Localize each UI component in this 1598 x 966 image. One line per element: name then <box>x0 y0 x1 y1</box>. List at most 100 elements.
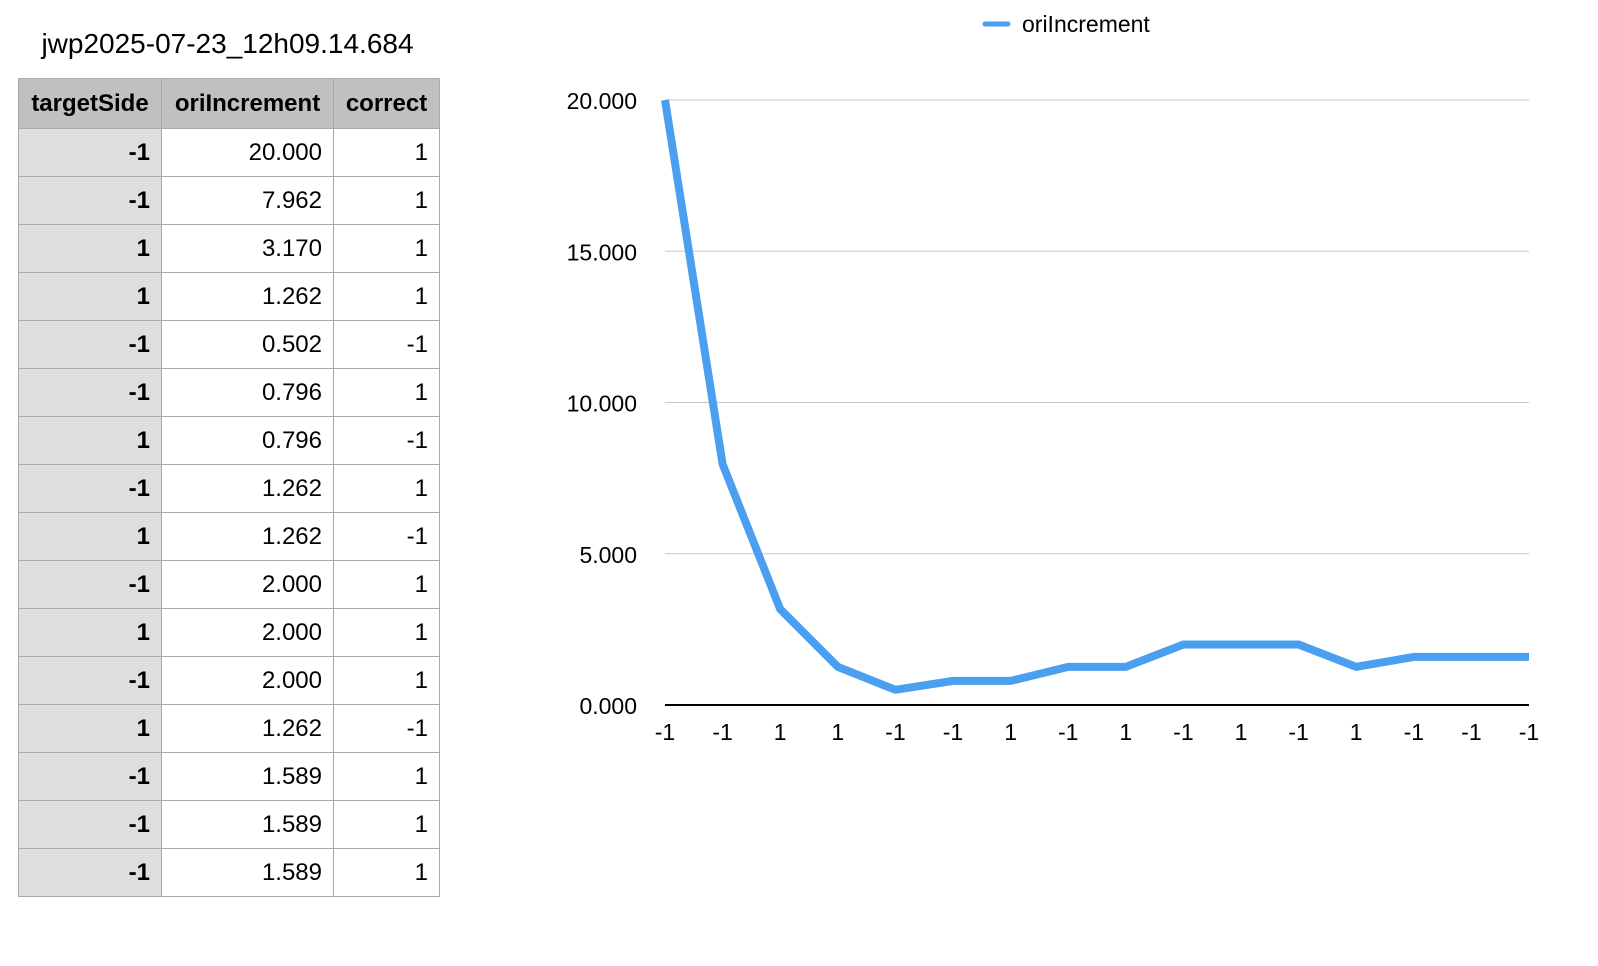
data-point[interactable] <box>891 686 899 694</box>
target-side-cell[interactable]: 1 <box>18 272 162 321</box>
y-tick-label: 0.000 <box>579 693 637 719</box>
ori-increment-cell[interactable]: 3.170 <box>161 224 334 273</box>
x-tick-label: 1 <box>774 719 787 745</box>
correct-cell[interactable]: 1 <box>333 368 440 417</box>
data-point[interactable] <box>1352 663 1360 671</box>
target-side-cell[interactable]: -1 <box>18 656 162 705</box>
table-row: 1 2.000 1 <box>18 608 440 657</box>
chart-legend[interactable]: oriIncrement <box>982 11 1150 37</box>
ori-increment-cell[interactable]: 1.589 <box>161 848 334 897</box>
correct-cell[interactable]: 1 <box>333 224 440 273</box>
ori-increment-cell[interactable]: 0.796 <box>161 368 334 417</box>
data-point[interactable] <box>1295 641 1303 649</box>
target-side-cell[interactable]: 1 <box>18 416 162 465</box>
target-side-cell[interactable]: -1 <box>18 800 162 849</box>
ori-increment-cell[interactable]: 1.262 <box>161 464 334 513</box>
x-tick-label: -1 <box>712 719 732 745</box>
target-side-cell[interactable]: 1 <box>18 608 162 657</box>
ori-increment-cell[interactable]: 2.000 <box>161 560 334 609</box>
correct-cell[interactable]: -1 <box>333 512 440 561</box>
table-row: 1 1.262 1 <box>18 272 440 321</box>
correct-cell[interactable]: 1 <box>333 800 440 849</box>
data-point[interactable] <box>661 96 669 104</box>
data-table-container: targetSide oriIncrement correct -1 20.000… <box>18 78 440 897</box>
ori-increment-cell[interactable]: 2.000 <box>161 608 334 657</box>
ori-increment-cell[interactable]: 1.589 <box>161 800 334 849</box>
correct-cell[interactable]: 1 <box>333 272 440 321</box>
ori-increment-cell[interactable]: 7.962 <box>161 176 334 225</box>
sheet-title: jwp2025-07-23_12h09.14.684 <box>41 28 414 59</box>
ori-increment-cell[interactable]: 0.502 <box>161 320 334 369</box>
x-tick-label: -1 <box>1288 719 1308 745</box>
chart-series <box>661 96 1533 694</box>
y-tick-label: 5.000 <box>579 542 637 568</box>
correct-cell[interactable]: 1 <box>333 464 440 513</box>
data-point[interactable] <box>1467 653 1475 661</box>
correct-cell[interactable]: -1 <box>333 704 440 753</box>
data-point[interactable] <box>1122 663 1130 671</box>
x-tick-label: -1 <box>1404 719 1424 745</box>
correct-cell[interactable]: 1 <box>333 752 440 801</box>
table-row: -1 1.589 1 <box>18 848 440 897</box>
data-point[interactable] <box>1237 641 1245 649</box>
data-point[interactable] <box>1064 663 1072 671</box>
table-row: 1 1.262 -1 <box>18 704 440 753</box>
x-tick-label: -1 <box>1058 719 1078 745</box>
target-side-cell[interactable]: 1 <box>18 704 162 753</box>
target-side-cell[interactable]: -1 <box>18 848 162 897</box>
correct-cell[interactable]: 1 <box>333 608 440 657</box>
correct-cell[interactable]: 1 <box>333 656 440 705</box>
table-header-row: targetSide oriIncrement correct <box>18 78 440 129</box>
table-row: -1 0.502 -1 <box>18 320 440 369</box>
x-tick-label: 1 <box>1350 719 1363 745</box>
x-tick-label: 1 <box>1119 719 1132 745</box>
x-tick-label: -1 <box>1461 719 1481 745</box>
data-point[interactable] <box>719 460 727 468</box>
ori-increment-cell[interactable]: 1.589 <box>161 752 334 801</box>
x-tick-label: -1 <box>1519 719 1539 745</box>
data-point[interactable] <box>1179 641 1187 649</box>
x-tick-label: -1 <box>655 719 675 745</box>
y-tick-label: 10.000 <box>567 391 637 417</box>
data-table: targetSide oriIncrement correct -1 20.000… <box>18 78 440 897</box>
data-point[interactable] <box>1410 653 1418 661</box>
column-header-correct[interactable]: correct <box>333 78 440 129</box>
table-row: -1 2.000 1 <box>18 656 440 705</box>
data-point[interactable] <box>776 605 784 613</box>
chart-axes: 0.000 5.000 10.000 15.000 20.000 -1 -1 1 1 -1 -1 1 -… <box>567 88 1540 745</box>
correct-cell[interactable]: 1 <box>333 560 440 609</box>
ori-increment-cell[interactable]: 20.000 <box>161 128 334 177</box>
column-header-ori-increment[interactable]: oriIncrement <box>161 78 334 129</box>
ori-increment-cell[interactable]: 1.262 <box>161 512 334 561</box>
correct-cell[interactable]: -1 <box>333 416 440 465</box>
table-row: 1 3.170 1 <box>18 224 440 273</box>
column-header-target-side[interactable]: targetSide <box>18 78 162 129</box>
target-side-cell[interactable]: -1 <box>18 752 162 801</box>
x-tick-label: 1 <box>1235 719 1248 745</box>
target-side-cell[interactable]: -1 <box>18 368 162 417</box>
chart-gridlines <box>665 99 1529 555</box>
x-tick-label: 1 <box>831 719 844 745</box>
series-line-oriincrement[interactable] <box>661 99 1529 694</box>
y-tick-label: 15.000 <box>567 239 637 265</box>
correct-cell[interactable]: 1 <box>333 176 440 225</box>
data-point[interactable] <box>1525 653 1533 661</box>
data-point[interactable] <box>949 677 957 685</box>
table-row: -1 0.796 1 <box>18 368 440 417</box>
table-row: -1 1.262 1 <box>18 464 440 513</box>
ori-increment-cell[interactable]: 2.000 <box>161 656 334 705</box>
x-tick-label: -1 <box>885 719 905 745</box>
target-side-cell[interactable]: -1 <box>18 560 162 609</box>
correct-cell[interactable]: 1 <box>333 128 440 177</box>
target-side-cell[interactable]: -1 <box>18 464 162 513</box>
data-point[interactable] <box>1007 677 1015 685</box>
target-side-cell[interactable]: -1 <box>18 320 162 369</box>
correct-cell[interactable]: 1 <box>333 848 440 897</box>
x-tick-label: -1 <box>943 719 963 745</box>
data-point[interactable] <box>834 663 842 671</box>
table-row: -1 1.589 1 <box>18 800 440 849</box>
target-side-cell[interactable]: 1 <box>18 224 162 273</box>
table-row: -1 2.000 1 <box>18 560 440 609</box>
target-side-cell[interactable]: 1 <box>18 512 162 561</box>
